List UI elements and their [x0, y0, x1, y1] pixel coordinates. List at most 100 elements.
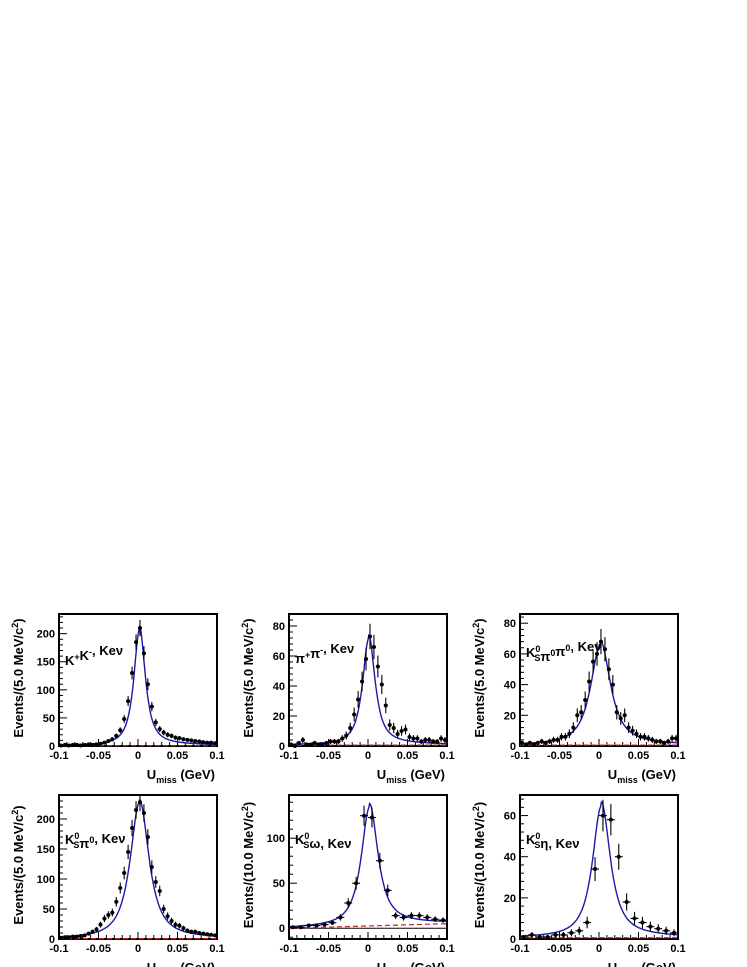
x-tick-label: 0 — [365, 943, 371, 955]
y-tick-label: 40 — [504, 680, 516, 692]
x-tick-label: -0.1 — [50, 750, 69, 762]
y-axis-label: Events/(5.0 MeV/c2) — [471, 618, 487, 737]
data-point — [666, 739, 671, 744]
label-superscript: 0 — [550, 648, 555, 658]
data-point — [583, 697, 588, 702]
data-point — [521, 934, 526, 939]
signal-fit-curve — [59, 625, 217, 746]
data-point — [391, 726, 396, 730]
data-point — [523, 742, 528, 747]
data-point — [626, 725, 631, 730]
data-point — [157, 889, 162, 893]
y-axis-label-end: ) — [11, 618, 26, 622]
label-superscript: 0 — [74, 831, 79, 841]
data-point — [98, 741, 103, 746]
data-point — [399, 729, 404, 733]
data-point — [674, 736, 679, 741]
data-point — [161, 730, 166, 735]
data-point — [543, 740, 548, 745]
data-point — [608, 817, 613, 822]
label-text: ν — [347, 641, 354, 656]
data-point — [360, 679, 365, 684]
label-superscript: + — [74, 652, 79, 662]
data-point — [82, 742, 87, 747]
data-point — [395, 732, 400, 736]
x-axis-label: Umiss (GeV) — [147, 960, 215, 967]
data-point — [110, 910, 115, 915]
x-axis-label-unit: (GeV) — [177, 960, 215, 967]
label-text: π — [295, 651, 305, 666]
data-point — [181, 926, 186, 931]
data-point — [575, 713, 580, 718]
signal-fit-curve — [520, 800, 679, 937]
y-axis-label-main: Events/(10.0 MeV/c — [472, 811, 487, 928]
data-point — [126, 850, 131, 854]
data-point — [118, 728, 123, 733]
data-point — [435, 739, 440, 744]
data-point — [672, 930, 677, 935]
panel-label: K0 Sω, Keν — [295, 831, 351, 851]
y-tick-label: 0 — [510, 741, 516, 753]
data-point — [177, 736, 182, 741]
x-tick-label: 0.1 — [670, 943, 685, 955]
data-point — [393, 913, 398, 918]
y-axis-label-main: Events/(5.0 MeV/c — [241, 628, 256, 738]
data-point — [62, 742, 67, 747]
data-point — [66, 743, 71, 748]
x-tick-label: 0.1 — [439, 943, 454, 955]
data-point — [379, 682, 384, 687]
x-tick-label: -0.1 — [280, 943, 299, 955]
data-point — [74, 934, 79, 939]
y-axis-label: Events/(10.0 MeV/c2) — [471, 802, 487, 928]
data-point — [177, 923, 182, 928]
x-tick-label: 0 — [596, 943, 602, 955]
x-tick-label: 0 — [135, 943, 141, 955]
label-text: π — [540, 649, 550, 664]
x-tick-label: -0.05 — [316, 943, 341, 955]
x-tick-label: 0.1 — [670, 750, 685, 762]
data-point — [209, 932, 214, 937]
label-text: , Ke — [94, 831, 118, 846]
y-tick-label: 40 — [273, 681, 285, 693]
data-point — [338, 915, 343, 920]
data-point — [322, 922, 327, 927]
y-tick-label: 0 — [49, 934, 55, 946]
y-axis-label-end: ) — [241, 802, 256, 806]
data-point — [296, 741, 301, 745]
data-point — [423, 738, 428, 742]
x-tick-label: -0.05 — [547, 943, 572, 955]
data-point — [664, 928, 669, 933]
data-point — [371, 645, 376, 649]
data-point — [387, 723, 392, 727]
data-point — [632, 916, 637, 921]
panel-label: K0 Sη, Keν — [526, 831, 579, 851]
data-point — [569, 930, 574, 935]
panel-label: π+π-, Keν — [295, 641, 354, 666]
y-axis-label-end: ) — [241, 618, 256, 622]
data-point — [656, 926, 661, 931]
plot-frame — [58, 794, 218, 940]
label-subscript: S — [303, 840, 309, 850]
data-point — [306, 923, 311, 928]
label-text: K — [80, 648, 90, 663]
x-axis-label-unit: (GeV) — [638, 960, 676, 967]
data-point — [531, 742, 536, 747]
y-axis-label-main: Events/(5.0 MeV/c — [472, 628, 487, 738]
plot-frame — [519, 794, 679, 940]
label-text: , Ke — [570, 639, 594, 654]
plot-frame — [519, 613, 679, 747]
x-axis-label-sub: miss — [156, 775, 177, 785]
label-subscript: S — [73, 840, 79, 850]
data-point — [189, 929, 194, 934]
signal-fit-curve — [59, 798, 218, 938]
y-tick-label: 50 — [43, 713, 55, 725]
data-point — [593, 867, 598, 872]
data-point — [94, 742, 99, 747]
data-point — [209, 740, 214, 745]
x-axis-label-main: U — [377, 767, 386, 782]
x-tick-label: 0 — [365, 750, 371, 762]
label-text: π — [79, 836, 89, 851]
